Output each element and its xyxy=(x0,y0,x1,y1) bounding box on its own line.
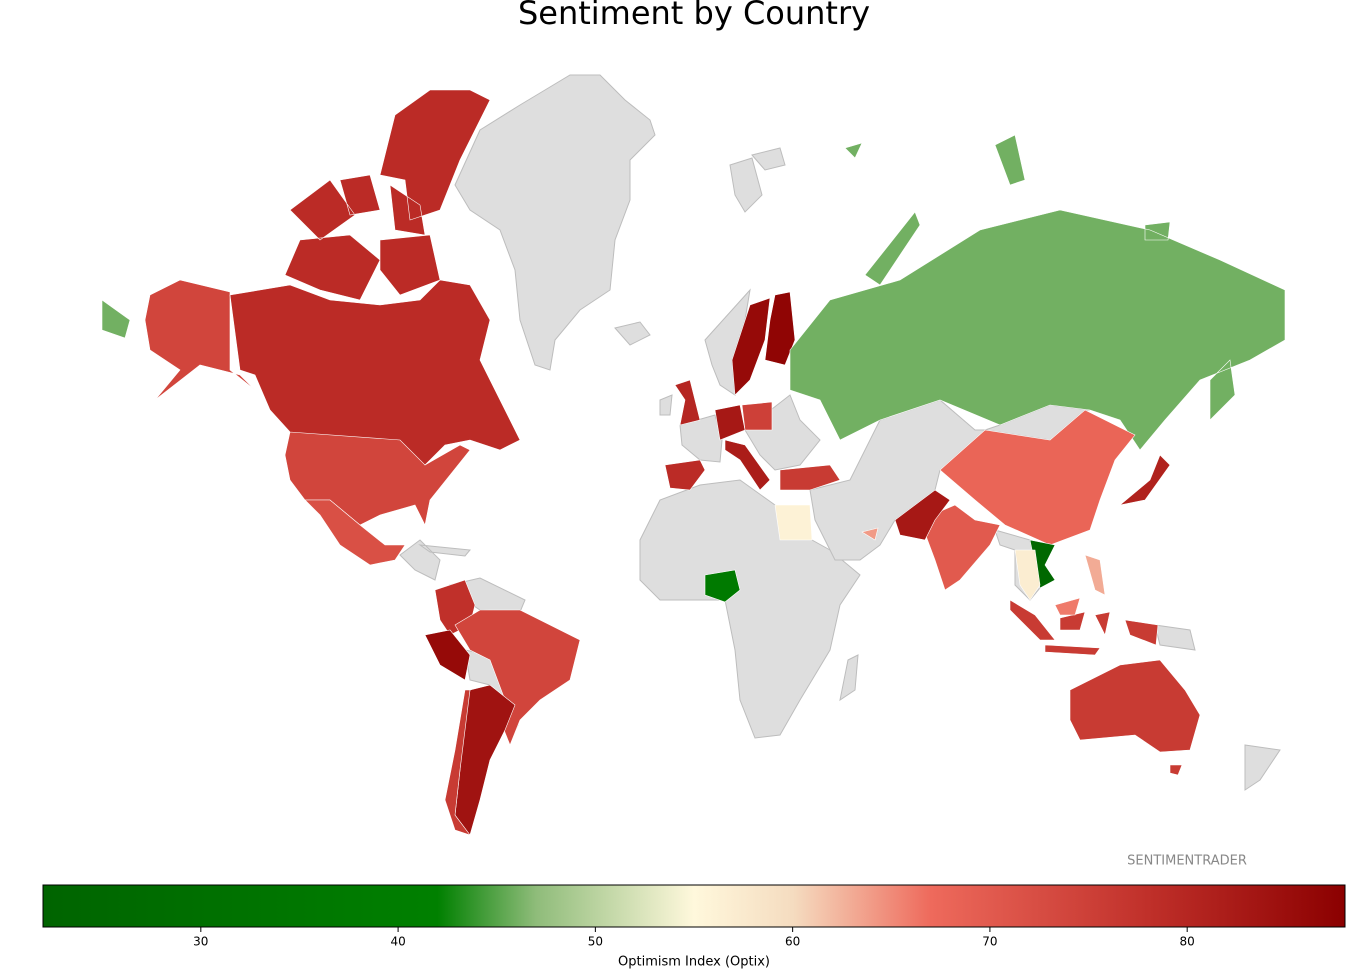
tick-label: 70 xyxy=(982,935,997,949)
tick-label: 50 xyxy=(588,935,603,949)
colorbar-ticks: 30 40 50 60 70 80 xyxy=(193,927,1195,949)
country xyxy=(229,279,521,466)
country xyxy=(779,464,841,491)
country xyxy=(774,504,813,541)
land xyxy=(639,479,861,739)
country xyxy=(674,379,701,426)
country xyxy=(919,504,1001,591)
country xyxy=(724,439,771,491)
tick-label: 80 xyxy=(1180,935,1195,949)
country xyxy=(1009,599,1159,656)
land xyxy=(839,654,859,702)
country xyxy=(144,279,256,401)
country xyxy=(1069,659,1201,776)
country xyxy=(454,609,581,746)
country xyxy=(704,569,741,603)
land xyxy=(399,539,471,581)
land xyxy=(659,394,723,463)
countries xyxy=(101,89,1286,836)
country xyxy=(861,527,879,541)
country xyxy=(1084,554,1106,596)
tick-label: 40 xyxy=(390,935,405,949)
country xyxy=(939,409,1136,546)
country xyxy=(731,297,771,396)
country xyxy=(1054,597,1081,616)
country xyxy=(1119,454,1171,506)
country xyxy=(444,689,471,836)
country xyxy=(1014,549,1041,601)
watermark: SENTIMENTRADER xyxy=(1127,854,1247,869)
country xyxy=(894,489,951,541)
tick-label: 30 xyxy=(193,935,208,949)
country xyxy=(304,499,406,566)
tick-label: 60 xyxy=(785,935,800,949)
colorbar-label: Optimism Index (Optix) xyxy=(618,955,770,970)
land xyxy=(1154,624,1281,791)
land xyxy=(454,74,656,371)
country xyxy=(714,404,746,441)
chart-title: Sentiment by Country xyxy=(518,0,870,32)
land xyxy=(614,321,651,346)
country xyxy=(284,431,471,526)
country xyxy=(101,134,1286,451)
country xyxy=(664,459,706,491)
country xyxy=(764,291,796,366)
land xyxy=(729,147,786,213)
country xyxy=(741,401,773,431)
country xyxy=(284,89,491,301)
colorbar xyxy=(42,884,1346,928)
land xyxy=(744,394,821,471)
country xyxy=(424,629,471,681)
